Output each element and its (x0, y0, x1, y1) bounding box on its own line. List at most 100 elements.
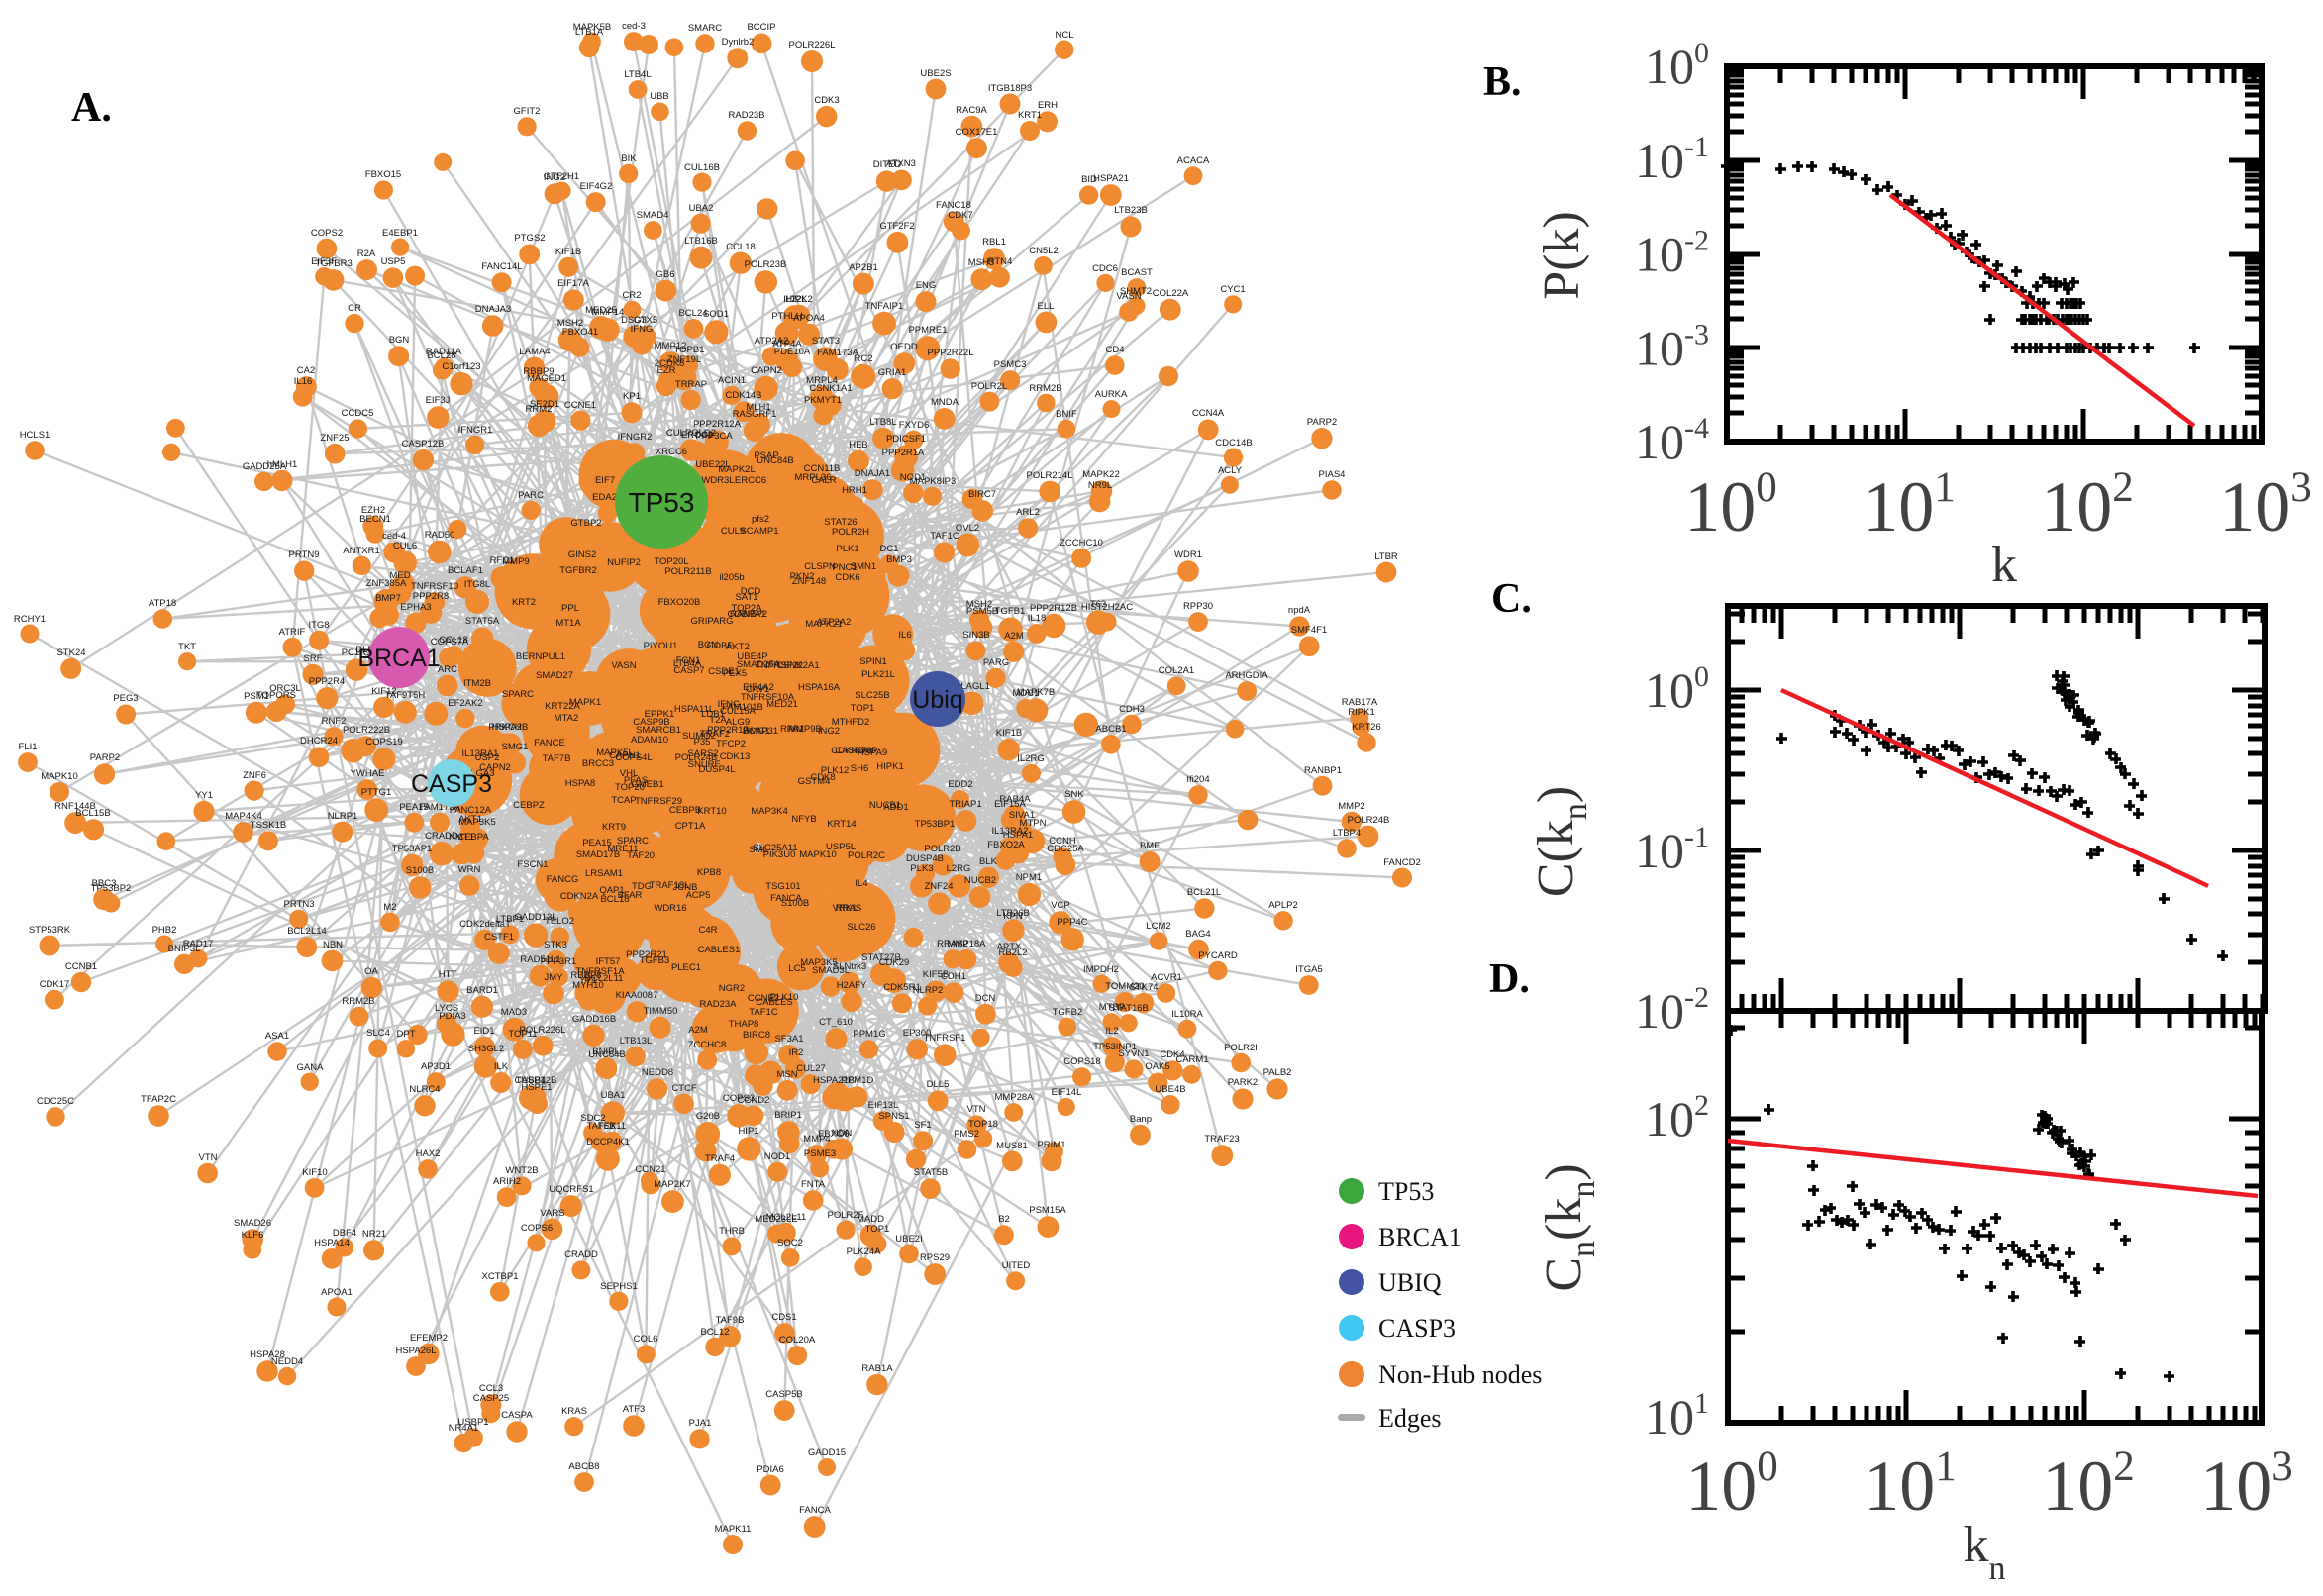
svg-text:CAV1: CAV1 (746, 684, 769, 695)
svg-text:SMG1: SMG1 (502, 742, 529, 752)
svg-text:KRT10: KRT10 (697, 806, 726, 817)
svg-text:BCL28: BCL28 (427, 350, 455, 361)
svg-text:TGFB1: TGFB1 (995, 606, 1026, 617)
svg-text:TNFRSF10: TNFRSF10 (411, 581, 458, 592)
svg-text:PPP2R22L: PPP2R22L (927, 348, 973, 358)
svg-text:NLRP2: NLRP2 (913, 985, 944, 996)
svg-text:KRAS: KRAS (561, 1406, 587, 1417)
svg-text:GTF2H1: GTF2H1 (544, 171, 579, 182)
svg-text:POLR2C: POLR2C (848, 850, 885, 861)
svg-text:BAG4: BAG4 (1185, 929, 1210, 940)
svg-text:KPN: KPN (1003, 911, 1023, 922)
svg-text:LTB13L: LTB13L (620, 1036, 653, 1047)
svg-text:IFNG: IFNG (631, 324, 654, 335)
svg-text:DCN: DCN (975, 993, 996, 1004)
svg-text:TNFAIP1: TNFAIP1 (865, 301, 904, 312)
svg-text:EIF4G2: EIF4G2 (580, 181, 613, 192)
svg-text:SMAD27: SMAD27 (536, 670, 573, 681)
svg-text:CDK7: CDK7 (948, 210, 972, 221)
svg-text:BMP7: BMP7 (375, 593, 401, 604)
svg-text:SPIN1: SPIN1 (859, 656, 886, 667)
svg-text:MYH10: MYH10 (572, 980, 604, 991)
svg-text:MTBP: MTBP (1099, 1002, 1125, 1013)
svg-text:CASP5B: CASP5B (765, 1389, 803, 1400)
svg-text:P(k): P(k) (1534, 211, 1590, 300)
svg-text:ZNF6: ZNF6 (243, 770, 266, 781)
svg-text:TGFB3: TGFB3 (640, 955, 670, 966)
svg-text:WNT2B: WNT2B (505, 1165, 538, 1176)
svg-text:TAF6B: TAF6B (587, 1121, 616, 1132)
svg-text:PHB2: PHB2 (152, 925, 177, 936)
svg-text:OA: OA (364, 966, 378, 977)
svg-text:XCTBP1: XCTBP1 (482, 1271, 519, 1282)
svg-text:CCL18: CCL18 (439, 635, 468, 646)
svg-text:KIAA0087: KIAA0087 (616, 990, 658, 1001)
svg-text:NUCB1: NUCB1 (869, 800, 901, 811)
svg-text:SLC26: SLC26 (847, 922, 875, 933)
svg-text:TOP1: TOP1 (865, 1224, 890, 1235)
svg-text:ARHGDIA: ARHGDIA (1225, 670, 1268, 681)
svg-text:ced-4: ced-4 (382, 531, 406, 542)
svg-text:LTB23B: LTB23B (1114, 205, 1148, 216)
svg-text:RRAS: RRAS (836, 903, 861, 914)
svg-text:PLAGL1: PLAGL1 (955, 681, 990, 692)
svg-text:PPM1D: PPM1D (842, 1075, 874, 1086)
svg-text:TAF1C: TAF1C (749, 1007, 778, 1018)
svg-text:TEX11: TEX11 (598, 1121, 626, 1132)
svg-text:M2: M2 (383, 902, 396, 913)
svg-text:FBXO2A: FBXO2A (987, 840, 1025, 850)
svg-text:CASP3: CASP3 (1378, 1314, 1456, 1343)
svg-text:BCL21L: BCL21L (1187, 887, 1221, 898)
svg-text:MAPK8IP3: MAPK8IP3 (910, 476, 956, 487)
svg-text:CCL3: CCL3 (479, 1383, 503, 1394)
svg-text:A2M: A2M (1004, 631, 1024, 642)
svg-text:PDIA3: PDIA3 (439, 1011, 465, 1022)
svg-text:UBE4B: UBE4B (1155, 1084, 1185, 1095)
svg-text:HSPE1: HSPE1 (521, 1082, 552, 1093)
svg-text:TAF1C: TAF1C (930, 531, 960, 542)
svg-text:DUSP4B: DUSP4B (906, 853, 944, 864)
svg-text:TGFBR3: TGFBR3 (315, 258, 352, 269)
svg-text:MAPK10: MAPK10 (799, 849, 837, 860)
svg-text:PDIA6: PDIA6 (757, 1464, 783, 1475)
svg-text:TP53: TP53 (629, 487, 695, 518)
svg-text:CDK13: CDK13 (720, 751, 751, 762)
svg-text:RAD51L1: RAD51L1 (520, 954, 560, 965)
svg-text:GINS2: GINS2 (568, 549, 597, 560)
svg-text:TOP18: TOP18 (968, 1119, 998, 1130)
svg-text:CDK2deltaT: CDK2deltaT (459, 919, 511, 930)
svg-text:PLK24A: PLK24A (847, 1247, 882, 1257)
svg-text:EIF13L: EIF13L (868, 1100, 899, 1111)
svg-text:SRF: SRF (304, 653, 323, 664)
svg-text:TNFRSF29: TNFRSF29 (635, 796, 682, 807)
svg-text:PJA1: PJA1 (689, 1418, 712, 1429)
svg-text:BRCA1: BRCA1 (357, 645, 440, 672)
svg-text:GADD13L: GADD13L (514, 912, 556, 923)
svg-text:TRAF18L: TRAF18L (650, 880, 690, 891)
svg-text:APOA4: APOA4 (793, 313, 825, 324)
svg-text:SLNtrk3: SLNtrk3 (833, 961, 866, 972)
svg-text:LTB1A: LTB1A (575, 27, 604, 38)
svg-text:CAPN2: CAPN2 (751, 365, 782, 376)
svg-text:EPPK1: EPPK1 (645, 709, 675, 720)
svg-text:C(kn): C(kn) (1528, 786, 1594, 897)
svg-text:2CDK8: 2CDK8 (655, 358, 685, 369)
svg-text:DCD: DCD (741, 586, 761, 597)
svg-text:k: k (1991, 537, 2017, 593)
svg-text:MMP14: MMP14 (592, 307, 625, 318)
svg-text:BERNPUL1: BERNPUL1 (516, 651, 565, 662)
svg-text:DC1: DC1 (879, 544, 898, 554)
svg-text:WRN: WRN (458, 864, 481, 875)
svg-text:NPM1: NPM1 (1016, 872, 1042, 883)
svg-text:VHL: VHL (620, 768, 638, 779)
svg-text:CULPOLD2: CULPOLD2 (666, 428, 716, 439)
svg-text:TP53: TP53 (1378, 1177, 1434, 1206)
svg-text:CSTF1: CSTF1 (484, 932, 514, 943)
svg-text:CARM1: CARM1 (1175, 1054, 1208, 1065)
svg-text:COL2A1: COL2A1 (1159, 665, 1194, 676)
svg-text:PPP2R12B: PPP2R12B (1030, 603, 1077, 614)
svg-text:KLF6: KLF6 (242, 1230, 264, 1241)
svg-text:TOPORS: TOPORS (256, 690, 296, 701)
svg-text:XRCC6: XRCC6 (656, 447, 687, 457)
svg-text:PLK3: PLK3 (910, 863, 933, 874)
